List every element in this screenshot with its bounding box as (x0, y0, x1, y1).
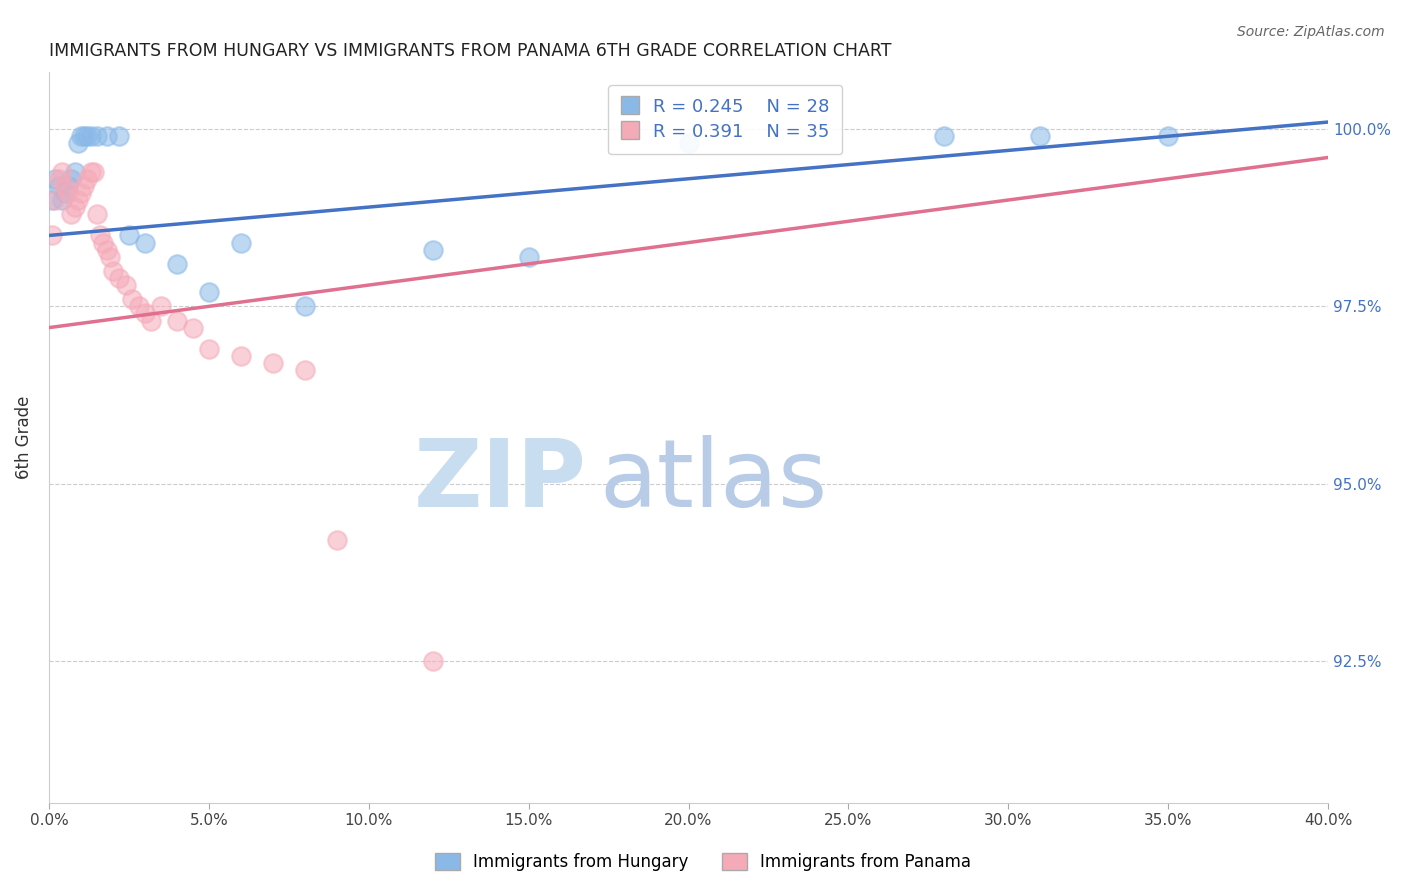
Point (517, 250, 540, 264)
Point (141, 313, 163, 327)
Point (63, 164, 86, 178)
Point (134, 235, 156, 250)
Point (56, 178, 79, 193)
Y-axis label: 6th Grade: 6th Grade (15, 396, 32, 479)
Point (134, 306, 156, 320)
Point (76, 129, 98, 144)
Point (53, 178, 76, 193)
Point (53, 186, 76, 200)
Point (60, 171, 83, 186)
Point (86, 207, 108, 221)
Point (76, 171, 98, 186)
Point (326, 533, 349, 548)
Point (83, 164, 105, 178)
Legend: Immigrants from Hungary, Immigrants from Panama: Immigrants from Hungary, Immigrants from… (426, 845, 980, 880)
Point (198, 342, 221, 356)
Point (294, 299, 316, 313)
Point (66, 193, 89, 207)
Point (70, 129, 93, 144)
Point (73, 178, 96, 193)
Point (98, 250, 121, 264)
Point (262, 356, 284, 370)
Point (101, 264, 124, 278)
Point (48, 171, 70, 186)
Point (294, 363, 316, 377)
Legend: R = 0.245    N = 28, R = 0.391    N = 35: R = 0.245 N = 28, R = 0.391 N = 35 (607, 85, 842, 154)
Point (44, 171, 66, 186)
Point (108, 271, 131, 285)
Point (422, 654, 444, 668)
Point (121, 292, 143, 306)
Point (51, 193, 73, 207)
Point (678, 136, 700, 151)
Point (181, 320, 204, 334)
Point (41, 193, 63, 207)
Point (1157, 129, 1180, 144)
Point (86, 129, 108, 144)
Point (89, 228, 111, 243)
Text: ZIP: ZIP (413, 435, 586, 527)
Point (108, 129, 131, 144)
Point (149, 299, 172, 313)
Point (60, 207, 83, 221)
Point (66, 136, 89, 151)
Point (51, 164, 73, 178)
Point (79, 129, 101, 144)
Point (48, 178, 70, 193)
Text: Source: ZipAtlas.com: Source: ZipAtlas.com (1237, 25, 1385, 39)
Text: IMMIGRANTS FROM HUNGARY VS IMMIGRANTS FROM PANAMA 6TH GRADE CORRELATION CHART: IMMIGRANTS FROM HUNGARY VS IMMIGRANTS FR… (49, 42, 891, 60)
Point (63, 200, 86, 214)
Point (96, 243, 118, 257)
Point (229, 349, 252, 363)
Point (56, 186, 79, 200)
Point (70, 186, 93, 200)
Point (166, 313, 188, 327)
Text: atlas: atlas (599, 435, 827, 527)
Point (79, 164, 101, 178)
Point (166, 257, 188, 271)
Point (1029, 129, 1052, 144)
Point (114, 278, 136, 293)
Point (934, 129, 956, 144)
Point (229, 235, 252, 250)
Point (96, 129, 118, 144)
Point (73, 129, 96, 144)
Point (198, 285, 221, 300)
Point (91, 235, 114, 250)
Point (128, 299, 150, 313)
Point (422, 243, 444, 257)
Point (118, 228, 141, 243)
Point (44, 193, 66, 207)
Point (41, 228, 63, 243)
